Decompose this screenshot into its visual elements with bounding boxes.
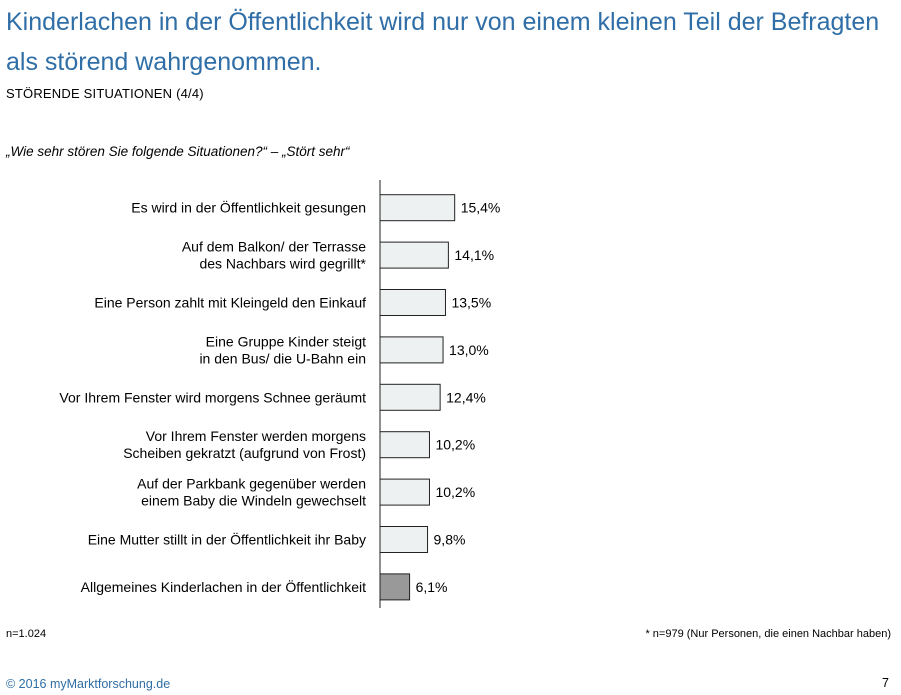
bar (379, 336, 444, 364)
bar (379, 573, 411, 601)
survey-question: „Wie sehr stören Sie folgende Situatione… (6, 144, 350, 159)
value-label: 10,2% (435, 484, 475, 500)
value-label: 9,8% (434, 532, 466, 548)
bar-chart: 15,4% Es wird in der Öffentlichkeit gesun… (59, 180, 501, 608)
category-label: Eine Mutter stillt in der Öffentlichkeit… (88, 531, 366, 548)
value-label: 13,5% (451, 295, 491, 311)
category-label: einem Baby die Windeln gewechselt (141, 493, 366, 509)
category-label: Es wird in der Öffentlichkeit gesungen (131, 199, 366, 216)
category-label: Auf dem Balkon/ der Terrasse (182, 239, 366, 255)
copyright: © 2016 myMarktforschung.de (6, 677, 171, 691)
page-number: 7 (882, 676, 889, 690)
footnote: * n=979 (Nur Personen, die einen Nachbar… (645, 628, 891, 640)
category-label: Eine Gruppe Kinder steigt (206, 333, 366, 349)
bar (379, 289, 446, 316)
bar (379, 478, 430, 506)
page-title: Kinderlachen in der Öffentlichkeit wird … (6, 8, 880, 76)
bar (379, 383, 441, 411)
sample-size: n=1.024 (6, 628, 47, 640)
category-label: Vor Ihrem Fenster werden morgens (146, 428, 366, 444)
bar (379, 241, 449, 269)
page-subtitle: STÖRENDE SITUATIONEN (4/4) (6, 86, 204, 101)
category-label: Allgemeines Kinderlachen in der Öffentli… (81, 578, 366, 595)
value-label: 6,1% (416, 579, 448, 595)
category-label: Auf der Parkbank gegenüber werden (137, 476, 366, 492)
value-label: 15,4% (461, 200, 501, 216)
bar (379, 194, 456, 222)
bar (379, 431, 430, 459)
value-label: 12,4% (446, 389, 486, 405)
value-label: 13,0% (449, 342, 489, 358)
bar (379, 526, 429, 553)
value-label: 10,2% (435, 437, 475, 453)
category-label: Scheiben gekratzt (aufgrund von Frost) (123, 445, 366, 461)
category-label: Vor Ihrem Fenster wird morgens Schnee ge… (59, 389, 366, 405)
category-label: Eine Person zahlt mit Kleingeld den Eink… (94, 295, 366, 311)
category-label: in den Bus/ die U-Bahn ein (199, 350, 366, 366)
category-label: des Nachbars wird gegrillt* (199, 256, 366, 272)
value-label: 14,1% (454, 247, 494, 263)
bars-group: 15,4% Es wird in der Öffentlichkeit gesun… (59, 194, 501, 601)
